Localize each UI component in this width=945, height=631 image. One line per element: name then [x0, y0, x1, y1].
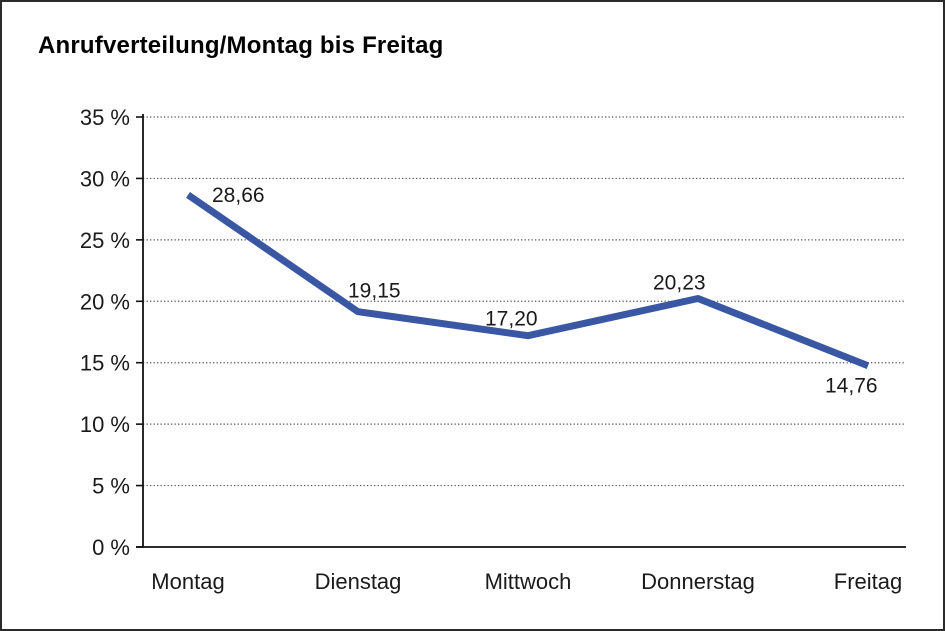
x-category-label: Dienstag — [315, 569, 402, 594]
data-point-label: 28,66 — [212, 184, 265, 207]
y-tick-label: 25 % — [80, 228, 130, 253]
y-tick-label: 10 % — [80, 412, 130, 437]
x-category-label: Montag — [151, 569, 224, 594]
x-category-label: Freitag — [834, 569, 902, 594]
x-category-label: Mittwoch — [485, 569, 572, 594]
data-point-label: 20,23 — [653, 271, 706, 294]
data-point-label: 17,20 — [485, 308, 538, 331]
data-point-label: 14,76 — [825, 375, 878, 398]
y-tick-label: 30 % — [80, 166, 130, 191]
chart-title: Anrufverteilung/Montag bis Freitag — [38, 32, 444, 59]
data-line — [186, 192, 870, 369]
data-point-label: 19,15 — [348, 280, 401, 303]
y-tick-label: 0 % — [92, 535, 130, 560]
x-category-label: Donnerstag — [641, 569, 755, 594]
y-tick-label: 15 % — [80, 351, 130, 376]
y-tick-label: 20 % — [80, 289, 130, 314]
y-tick-label: 5 % — [92, 474, 130, 499]
y-tick-label: 35 % — [80, 105, 130, 130]
